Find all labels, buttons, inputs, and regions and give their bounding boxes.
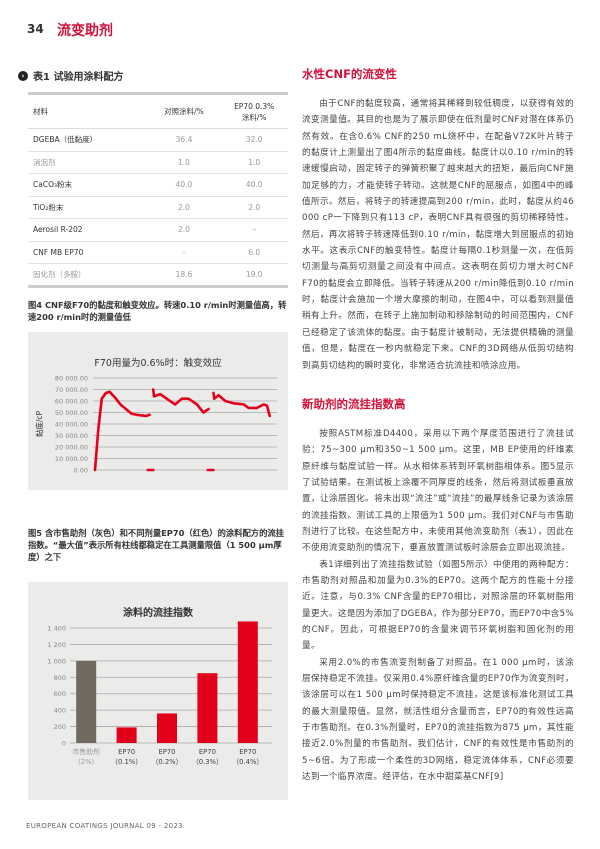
table-row: 消泡剂 1.0 1.0 (28, 151, 288, 174)
article-column: 水性CNF的流变性 由于CNF的黏度较高，通常将其稀释到较低稠度，以获得有效的流… (302, 66, 574, 785)
table-cell: 1.0 (147, 151, 221, 174)
x-tick-label: EP70 (118, 748, 135, 756)
table-cell: 36.4 (147, 128, 221, 152)
x-tick-label: EP70 (239, 748, 256, 756)
table-cell: 固化剂（多胺） (28, 263, 148, 287)
figure5-chart: 涂料的流挂指数 0 200 400 600 800 1 000 1 200 1 400 市售助剂 （… (28, 582, 288, 800)
y-tick-label: 1 200 (47, 641, 66, 649)
x-tick-label: 市售助剂 (73, 747, 100, 756)
table-cell: 消泡剂 (28, 151, 148, 174)
y-tick-label: 30 000.00 (55, 432, 88, 440)
x-tick-label: EP70 (199, 748, 216, 756)
table-row: CaCO₃粉末 40.0 40.0 (28, 173, 288, 197)
chart-title: 涂料的流挂指数 (123, 606, 194, 619)
y-tick-label: 10 000.00 (55, 455, 88, 463)
column-header: 材料 (28, 93, 148, 129)
bar (116, 727, 137, 743)
article-paragraph: 表1详细列出了流挂指数试验（如图5所示）中使用的两种配方：市售助剂对照品和加量为… (302, 559, 574, 652)
article-paragraph: 由于CNF的黏度较高，通常将其稀释到较低稠度，以获得有效的流变测量值。其目的也是… (302, 99, 574, 371)
formulation-table: 材料 对照涂料/% EP70 0.3%涂料/% DGEBA（低黏度） 36.4 32… (28, 92, 288, 288)
viscosity-line-segment (151, 388, 210, 414)
table-cell: 32.0 (220, 128, 288, 152)
viscosity-line-segment (212, 391, 272, 418)
table-title-text: 表1 试验用涂料配方 (33, 72, 124, 83)
table-title: › 表1 试验用涂料配方 (18, 68, 123, 83)
x-tick-label: （0.4%） (232, 758, 263, 766)
table-cell: DGEBA（低黏度） (28, 128, 148, 152)
arrow-bullet-icon: › (18, 70, 28, 81)
table-row: Aerosil R-202 2.0– (28, 218, 288, 242)
y-tick-label: 0.00 (74, 467, 88, 475)
sag-index-bar-chart: 涂料的流挂指数 0 200 400 600 800 1 000 1 200 1 400 市售助剂 （… (47, 606, 272, 766)
figure5-caption: 图5 含市售助剂（灰色）和不同剂量EP70（红色）的涂料配方的流挂指数。“最大值… (28, 528, 284, 562)
y-tick-label: 200 (54, 723, 66, 731)
table-cell: 6.0 (220, 241, 288, 264)
x-tick-label: （0.1%） (111, 758, 142, 766)
y-tick-label: 800 (54, 674, 66, 682)
y-tick-label: 70 000.00 (55, 386, 88, 394)
y-tick-label: 80 000.00 (55, 375, 88, 383)
y-tick-label: 1 000 (47, 657, 66, 665)
chart-title: F70用量为0.6%时：触变效应 (94, 357, 222, 369)
viscosity-line-segment (93, 390, 151, 472)
x-tick-label: （0.3%） (192, 758, 223, 766)
y-tick-label: 50 000.00 (55, 409, 88, 417)
table-cell: 2.0 (147, 218, 221, 242)
y-tick-label: 0 (62, 740, 66, 748)
y-tick-label: 60 000.00 (55, 398, 88, 406)
y-tick-label: 600 (54, 690, 66, 698)
table-cell: CaCO₃粉末 (28, 173, 148, 197)
table-row: TiO₂粉末 2.0 2.0 (28, 196, 288, 219)
table-cell: 2.0 (220, 196, 288, 219)
column-header: EP70 0.3%涂料/% (220, 93, 288, 129)
table-cell: 18.6 (147, 263, 221, 287)
y-tick-label: 40 000.00 (55, 421, 88, 429)
x-tick-label: （2%） (74, 758, 98, 766)
table-cell: – (220, 218, 288, 242)
section-title: 流变助剂 (57, 23, 113, 39)
table-header-row: 材料 对照涂料/% EP70 0.3%涂料/% (28, 93, 288, 129)
table-cell: 40.0 (220, 173, 288, 197)
article-heading: 水性CNF的流变性 (302, 67, 397, 81)
table-cell: 1.0 (220, 151, 288, 174)
table-cell: 2.0 (147, 196, 221, 219)
table-row: CNF MB EP70–6.0 (28, 241, 288, 264)
table-cell: 40.0 (147, 173, 221, 197)
bar (157, 713, 177, 743)
table-row: DGEBA（低黏度） 36.4 32.0 (28, 128, 288, 152)
journal-footer: EUROPEAN COATINGS JOURNAL 09 - 2023 (26, 822, 183, 830)
table-cell: 19.0 (220, 263, 288, 287)
table-cell: – (147, 241, 221, 264)
y-tick-label: 400 (54, 707, 66, 715)
y-tick-label: 1 400 (47, 625, 66, 633)
x-tick-label: （0.2%） (152, 758, 183, 766)
column-header: 对照涂料/% (147, 93, 221, 129)
table-row: 固化剂（多胺） 18.6 19.0 (28, 263, 288, 287)
figure4-chart: F70用量为0.6%时：触变效应 0.00 10 000.00 20 000.00 30… (28, 332, 288, 490)
article-heading: 新助剂的流挂指数高 (302, 396, 406, 411)
bar (237, 621, 258, 743)
table-cell: Aerosil R-202 (28, 218, 148, 242)
bar (197, 673, 218, 743)
table-cell: TiO₂粉末 (28, 196, 148, 219)
bar (76, 660, 97, 743)
page-number: 34 (27, 22, 44, 36)
figure4-caption: 图4 CNF级F70的黏度和触变效应。转速0.10 r/min时测量值高，转速2… (28, 300, 287, 322)
viscosity-line-chart: F70用量为0.6%时：触变效应 0.00 10 000.00 20 000.00 30… (34, 357, 277, 475)
y-axis-label: 黏度/cP (34, 410, 44, 437)
article-paragraph: 采用2.0%的市售流变剂制备了对照品。在1 000 μm时，该涂层保持稳定不流挂… (302, 657, 574, 783)
x-tick-label: EP70 (158, 748, 175, 756)
table-cell: CNF MB EP70 (28, 241, 148, 264)
article-paragraph: 按照ASTM标准D4400，采用以下两个厚度范围进行了流挂试验：75~300 μ… (302, 428, 574, 554)
y-tick-label: 20 000.00 (55, 444, 88, 452)
